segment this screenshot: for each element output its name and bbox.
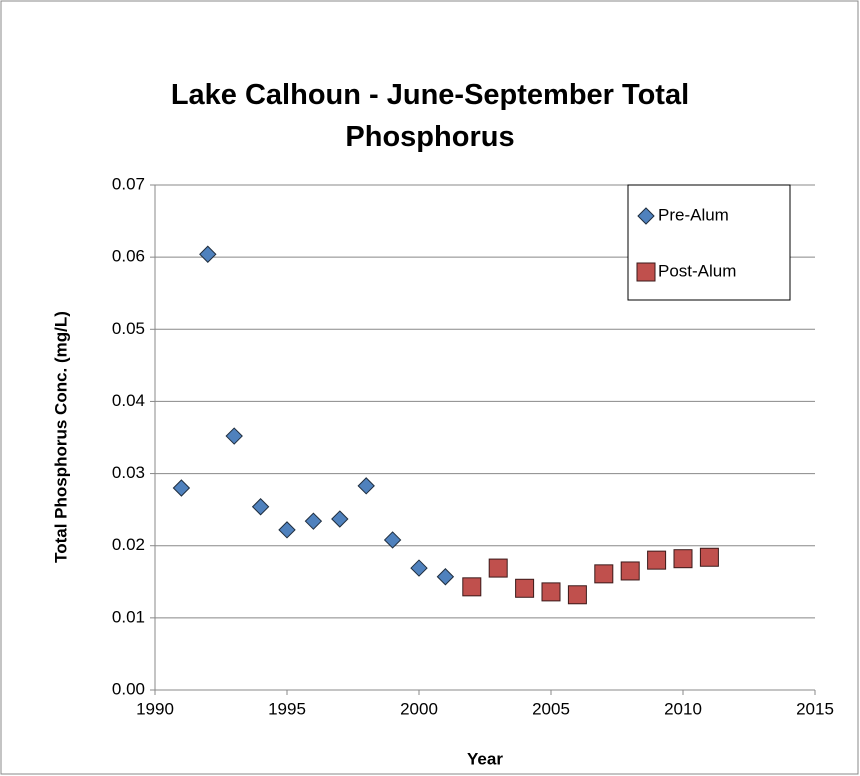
x-tick-label: 1990 bbox=[136, 699, 174, 718]
y-tick-label: 0.06 bbox=[112, 247, 145, 266]
y-tick-label: 0.05 bbox=[112, 319, 145, 338]
point bbox=[673, 549, 693, 569]
point bbox=[251, 498, 270, 516]
y-tick-label: 0.02 bbox=[112, 535, 145, 554]
x-axis-label: Year bbox=[467, 749, 503, 768]
point bbox=[278, 521, 296, 539]
point bbox=[357, 477, 375, 495]
point bbox=[515, 578, 535, 598]
point bbox=[541, 582, 561, 602]
point bbox=[567, 585, 587, 605]
y-tick-label: 0.07 bbox=[112, 174, 145, 193]
point bbox=[436, 568, 455, 586]
x-tick-label: 2010 bbox=[664, 699, 702, 718]
x-tick-label: 2015 bbox=[796, 699, 834, 718]
y-tick-label: 0.00 bbox=[112, 679, 145, 698]
x-tick-label: 1995 bbox=[268, 699, 306, 718]
point bbox=[647, 550, 667, 570]
point bbox=[199, 245, 217, 263]
legend-label: Pre-Alum bbox=[658, 205, 729, 224]
point bbox=[331, 510, 349, 528]
y-axis-label: Total Phosphorus Conc. (mg/L) bbox=[51, 311, 70, 563]
y-tick-label: 0.01 bbox=[112, 607, 145, 626]
point bbox=[620, 561, 640, 581]
point bbox=[304, 512, 323, 530]
legend-marker bbox=[636, 262, 656, 282]
x-tick-label: 2000 bbox=[400, 699, 438, 718]
point bbox=[699, 547, 719, 567]
point bbox=[225, 427, 243, 445]
x-tick-label: 2005 bbox=[532, 699, 570, 718]
legend-box bbox=[627, 184, 791, 301]
point bbox=[462, 577, 482, 597]
point bbox=[410, 559, 428, 577]
point bbox=[172, 479, 191, 497]
y-tick-label: 0.03 bbox=[112, 463, 145, 482]
point bbox=[488, 558, 508, 578]
point bbox=[383, 531, 402, 549]
point bbox=[594, 564, 614, 584]
legend-label: Post-Alum bbox=[658, 261, 736, 280]
chart-title: Lake Calhoun - June-September Total Phos… bbox=[170, 79, 690, 153]
y-tick-label: 0.04 bbox=[112, 391, 145, 410]
legend-marker bbox=[637, 207, 655, 225]
